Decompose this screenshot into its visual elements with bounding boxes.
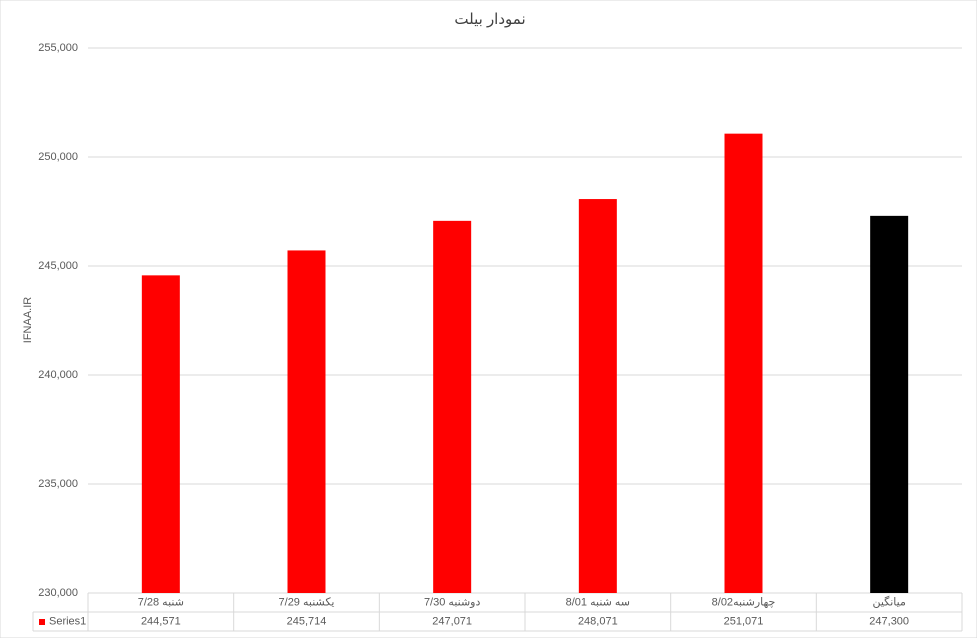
- value-label: 245,714: [287, 615, 327, 627]
- x-tick-label: یکشنبه 7/29: [279, 596, 335, 608]
- bar: [724, 133, 763, 593]
- legend-label: Series1: [49, 615, 86, 627]
- chart-title: نمودار بیلت: [454, 11, 525, 28]
- value-label: 247,071: [432, 615, 472, 627]
- value-label: 251,071: [724, 615, 764, 627]
- bar: [287, 250, 326, 593]
- bar: [433, 220, 472, 593]
- x-tick-label: شنبه 7/28: [138, 596, 184, 608]
- y-axis-label: IFNAA.IR: [22, 297, 34, 344]
- y-tick-label: 250,000: [38, 151, 78, 163]
- y-tick-label: 240,000: [38, 369, 78, 381]
- y-tick-label: 245,000: [38, 260, 78, 272]
- legend-swatch: [39, 619, 45, 625]
- bar: [141, 275, 180, 593]
- value-label: 244,571: [141, 615, 181, 627]
- bar: [578, 199, 617, 594]
- y-tick-label: 255,000: [38, 42, 78, 54]
- x-tick-label: چهارشنبه8/02: [712, 596, 776, 608]
- x-tick-label: دوشنبه 7/30: [424, 596, 481, 608]
- bar: [870, 215, 909, 594]
- y-tick-label: 230,000: [38, 587, 78, 599]
- value-label: 248,071: [578, 615, 618, 627]
- value-label: 247,300: [869, 615, 909, 627]
- x-tick-label: میانگین: [872, 595, 906, 608]
- y-tick-label: 235,000: [38, 478, 78, 490]
- x-tick-label: سه شنبه 8/01: [566, 596, 630, 608]
